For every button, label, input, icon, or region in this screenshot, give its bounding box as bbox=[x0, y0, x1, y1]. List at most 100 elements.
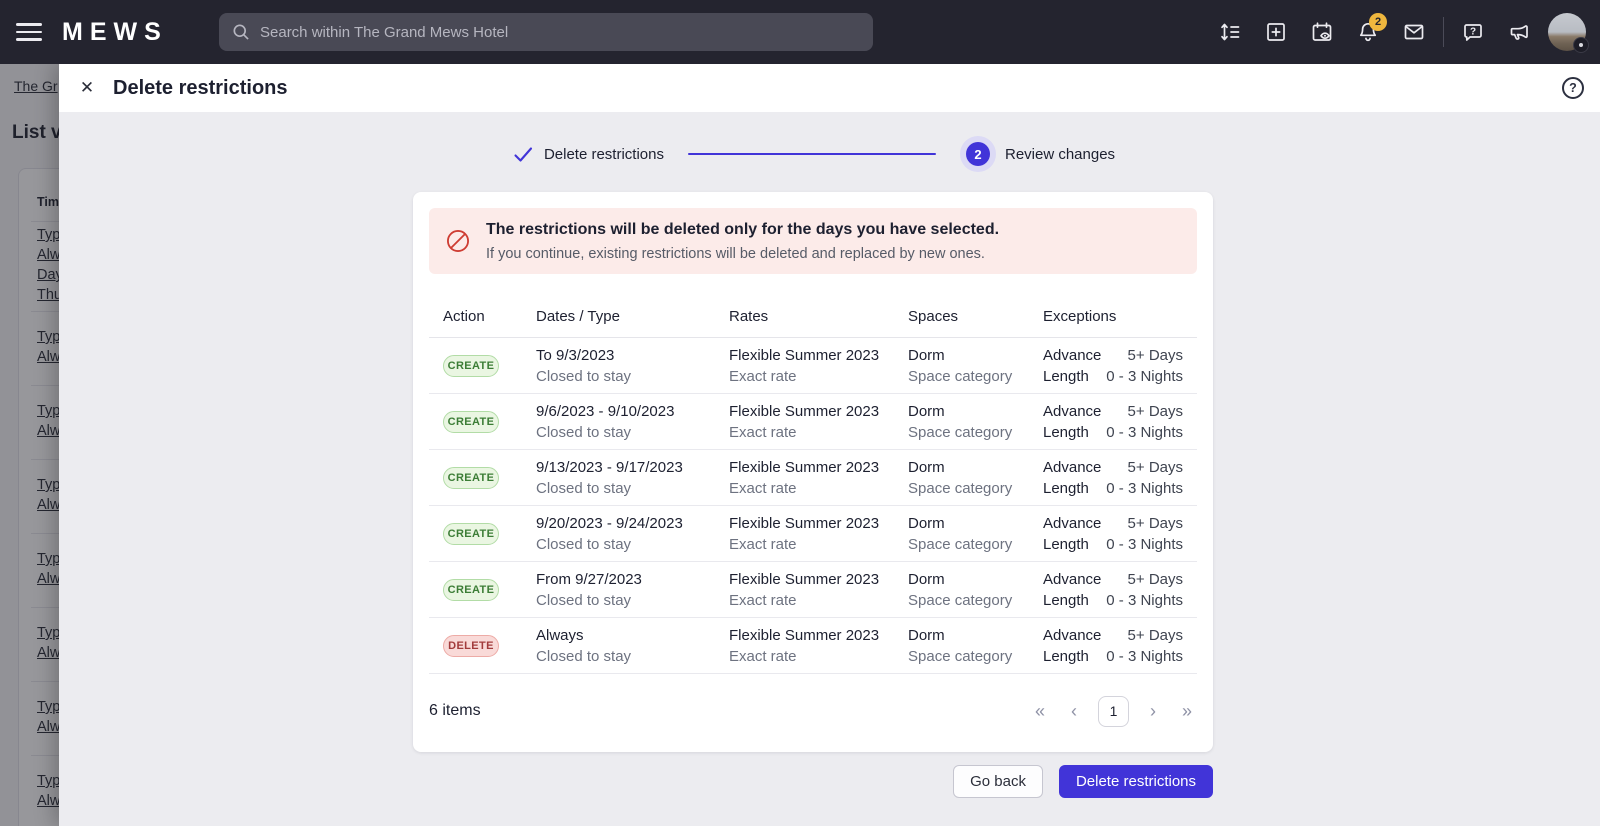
restriction-type: Closed to stay bbox=[536, 591, 632, 609]
action-badge: CREATE bbox=[443, 466, 499, 489]
spaces-cell: Dorm Space category bbox=[908, 457, 1043, 499]
announcements-megaphone-icon[interactable] bbox=[1496, 0, 1542, 64]
background-link[interactable]: Alw bbox=[37, 719, 61, 735]
current-page-button[interactable]: 1 bbox=[1098, 695, 1129, 727]
previous-page-icon[interactable]: ‹ bbox=[1071, 700, 1077, 721]
rate-detail: Exact rate bbox=[729, 367, 797, 385]
action-badge: CREATE bbox=[443, 578, 499, 601]
dates-type-cell: Always Closed to stay bbox=[536, 625, 729, 667]
calendar-view-icon[interactable] bbox=[1299, 0, 1345, 64]
modal-body: Delete restrictions 2 Review changes The… bbox=[59, 112, 1600, 826]
column-header-spaces: Spaces bbox=[908, 308, 959, 325]
rate-detail: Exact rate bbox=[729, 479, 797, 497]
action-cell: CREATE bbox=[443, 578, 536, 601]
last-page-icon[interactable]: » bbox=[1181, 700, 1192, 721]
notifications-bell-icon[interactable]: 2 bbox=[1345, 0, 1391, 64]
help-icon[interactable]: ? bbox=[1562, 77, 1584, 99]
background-link[interactable]: Day bbox=[37, 267, 63, 283]
background-link[interactable]: Typ bbox=[37, 403, 61, 419]
restriction-type: Closed to stay bbox=[536, 423, 632, 441]
navbar-icons: 2 ? bbox=[1207, 0, 1600, 64]
background-column-header: Tim bbox=[37, 195, 59, 209]
dates-value: Always bbox=[536, 626, 584, 644]
dates-value: From 9/27/2023 bbox=[536, 570, 642, 588]
warning-text: The restrictions will be deleted only fo… bbox=[486, 219, 999, 264]
go-back-button[interactable]: Go back bbox=[953, 765, 1043, 798]
exception-label: Length bbox=[1043, 367, 1089, 385]
delete-restrictions-button[interactable]: Delete restrictions bbox=[1058, 765, 1213, 798]
review-table-row: CREATE From 9/27/2023 Closed to stay Fle… bbox=[429, 562, 1197, 618]
background-link[interactable]: Alw bbox=[37, 645, 61, 661]
space-name: Dorm bbox=[908, 346, 945, 364]
search-input[interactable] bbox=[260, 23, 861, 41]
exception-label: Advance bbox=[1043, 626, 1102, 644]
global-search[interactable] bbox=[219, 13, 873, 51]
step-1-label: Delete restrictions bbox=[543, 145, 664, 163]
breadcrumb[interactable]: The Gr bbox=[14, 78, 58, 94]
restriction-type: Closed to stay bbox=[536, 367, 632, 385]
space-detail: Space category bbox=[908, 367, 1013, 385]
background-link[interactable]: Alw bbox=[37, 793, 61, 809]
exception-row: Length 0 - 3 Nights bbox=[1043, 646, 1183, 667]
help-chat-icon[interactable]: ? bbox=[1450, 0, 1496, 64]
background-link[interactable]: Alw bbox=[37, 247, 61, 263]
next-page-icon[interactable]: › bbox=[1150, 700, 1156, 721]
action-cell: CREATE bbox=[443, 410, 536, 433]
review-table-row: CREATE 9/13/2023 - 9/17/2023 Closed to s… bbox=[429, 450, 1197, 506]
step-2-indicator: 2 bbox=[959, 136, 996, 172]
exception-row: Advance 5+ Days bbox=[1043, 457, 1183, 478]
messages-envelope-icon[interactable] bbox=[1391, 0, 1437, 64]
background-group-links: Typ Alw bbox=[37, 401, 60, 441]
first-page-icon[interactable]: « bbox=[1034, 700, 1045, 721]
exception-label: Advance bbox=[1043, 514, 1102, 532]
background-link[interactable]: Typ bbox=[37, 477, 61, 493]
background-link[interactable]: Typ bbox=[37, 625, 61, 641]
stepper-connector bbox=[687, 153, 936, 155]
background-link[interactable]: Alw bbox=[37, 423, 61, 439]
action-badge: CREATE bbox=[443, 354, 499, 377]
background-link[interactable]: Typ bbox=[37, 329, 61, 345]
no-entry-icon bbox=[447, 230, 469, 252]
space-name: Dorm bbox=[908, 626, 945, 644]
dates-value: 9/20/2023 - 9/24/2023 bbox=[536, 514, 683, 532]
stepper: Delete restrictions 2 Review changes bbox=[413, 132, 1213, 176]
space-detail: Space category bbox=[908, 647, 1013, 665]
dates-type-cell: 9/20/2023 - 9/24/2023 Closed to stay bbox=[536, 513, 729, 555]
action-badge: CREATE bbox=[443, 410, 499, 433]
background-link[interactable]: Typ bbox=[37, 699, 61, 715]
review-table-row: CREATE 9/6/2023 - 9/10/2023 Closed to st… bbox=[429, 394, 1197, 450]
menu-icon[interactable] bbox=[16, 23, 42, 41]
space-name: Dorm bbox=[908, 570, 945, 588]
line-height-sort-icon[interactable] bbox=[1207, 0, 1253, 64]
exception-value: 5+ Days bbox=[1127, 346, 1183, 364]
exception-value: 5+ Days bbox=[1127, 458, 1183, 476]
rate-name: Flexible Summer 2023 bbox=[729, 402, 880, 420]
background-link[interactable]: Alw bbox=[37, 571, 61, 587]
rates-cell: Flexible Summer 2023 Exact rate bbox=[729, 345, 908, 387]
exception-row: Advance 5+ Days bbox=[1043, 401, 1183, 422]
background-link[interactable]: Thu bbox=[37, 287, 62, 303]
rates-cell: Flexible Summer 2023 Exact rate bbox=[729, 457, 908, 499]
background-link[interactable]: Alw bbox=[37, 349, 61, 365]
dates-value: 9/13/2023 - 9/17/2023 bbox=[536, 458, 683, 476]
exceptions-cell: Advance 5+ Days Length 0 - 3 Nights bbox=[1043, 513, 1183, 555]
exception-row: Advance 5+ Days bbox=[1043, 345, 1183, 366]
background-link[interactable]: Alw bbox=[37, 497, 61, 513]
action-cell: CREATE bbox=[443, 522, 536, 545]
background-link[interactable]: Typ bbox=[37, 773, 61, 789]
items-count: 6 items bbox=[429, 702, 481, 719]
svg-text:?: ? bbox=[1470, 27, 1476, 38]
background-link[interactable]: Typ bbox=[37, 227, 61, 243]
background-link[interactable]: Typ bbox=[37, 551, 61, 567]
rates-cell: Flexible Summer 2023 Exact rate bbox=[729, 401, 908, 443]
spaces-cell: Dorm Space category bbox=[908, 625, 1043, 667]
add-reservation-icon[interactable] bbox=[1253, 0, 1299, 64]
exception-row: Advance 5+ Days bbox=[1043, 569, 1183, 590]
exceptions-cell: Advance 5+ Days Length 0 - 3 Nights bbox=[1043, 345, 1183, 387]
column-header-dates-type: Dates / Type bbox=[536, 308, 620, 325]
column-header-exceptions: Exceptions bbox=[1043, 308, 1117, 325]
user-avatar[interactable] bbox=[1548, 13, 1589, 53]
close-icon[interactable]: ✕ bbox=[79, 78, 95, 97]
action-cell: CREATE bbox=[443, 354, 536, 377]
